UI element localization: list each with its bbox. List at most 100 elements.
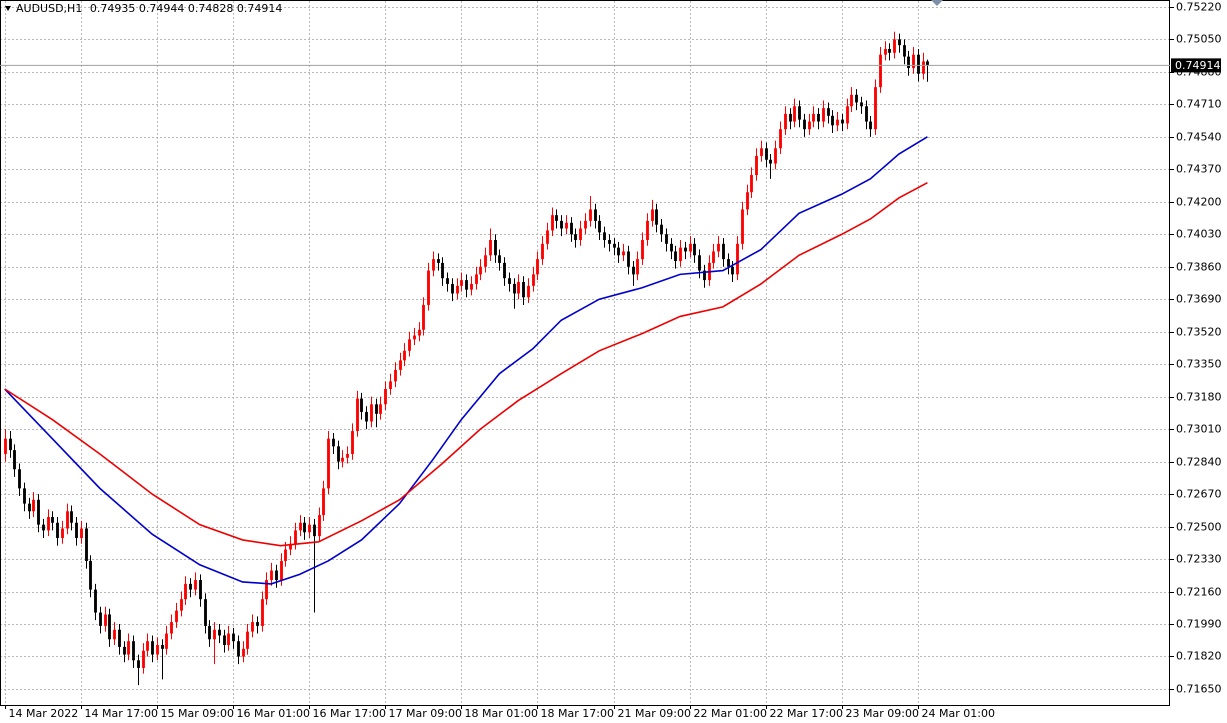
candle-body: [451, 283, 454, 294]
candle-body: [161, 645, 164, 649]
plot: [4, 31, 929, 686]
y-tick-label: 0.71990: [1176, 618, 1222, 631]
candle-body: [855, 94, 858, 103]
y-tick-label: 0.73860: [1176, 261, 1222, 274]
candle-body: [218, 629, 221, 636]
x-tick-label: 21 Mar 09:00: [618, 707, 691, 720]
candle-body: [146, 641, 149, 651]
x-tick-label: 15 Mar 09:00: [161, 707, 234, 720]
candle-body: [346, 453, 349, 458]
x-tick-label: 16 Mar 17:00: [313, 707, 386, 720]
candle-body: [251, 622, 254, 632]
candle-body: [689, 243, 692, 252]
candle-body: [527, 285, 530, 298]
candle-body: [617, 247, 620, 256]
candle-body: [803, 119, 806, 130]
candle-body: [89, 560, 92, 590]
candle-body: [603, 232, 606, 240]
candle-body: [184, 583, 187, 600]
candle-body: [912, 54, 915, 69]
y-tick-label: 0.73180: [1176, 391, 1222, 404]
candle-body: [665, 234, 668, 244]
candle-body: [812, 113, 815, 122]
x-tick-label: 17 Mar 09:00: [389, 707, 462, 720]
candle-body: [213, 629, 216, 640]
candle-body: [651, 209, 654, 221]
candle-body: [850, 94, 853, 107]
candle-body: [641, 239, 644, 260]
candle-body: [456, 285, 459, 294]
moving-average: [4, 136, 928, 585]
candle-body: [403, 350, 406, 361]
candle-body: [32, 499, 35, 512]
header-high: 0.74944: [139, 2, 185, 15]
candle-body: [94, 589, 97, 613]
candle-body: [679, 247, 682, 262]
candle-body: [284, 549, 287, 561]
candle-body: [789, 113, 792, 122]
candle-body: [869, 121, 872, 130]
candle-body: [831, 115, 834, 126]
candle-body: [384, 389, 387, 405]
y-tick-label: 0.72670: [1176, 488, 1222, 501]
candle-body: [784, 113, 787, 130]
candle-body: [489, 239, 492, 256]
candle-body: [760, 148, 763, 156]
candle-body: [655, 209, 658, 225]
candle-body: [717, 243, 720, 252]
candle-body: [517, 282, 520, 294]
x-tick-label: 14 Mar 17:00: [85, 707, 158, 720]
y-tick-label: 0.74540: [1176, 131, 1222, 144]
candle-body: [318, 515, 321, 537]
candle-body: [879, 54, 882, 88]
candle-body: [99, 612, 102, 626]
candle-body: [180, 599, 183, 611]
candle-body: [66, 511, 69, 529]
y-tick-label: 0.74200: [1176, 196, 1222, 209]
candle-body: [118, 629, 121, 647]
candle-body: [356, 398, 359, 432]
candle-body: [351, 431, 354, 454]
x-tick-label: 23 Mar 09:00: [846, 707, 919, 720]
y-tick-label: 0.73350: [1176, 358, 1222, 371]
candle-body: [755, 155, 758, 176]
candle-body: [446, 278, 449, 284]
y-tick-label: 0.74030: [1176, 228, 1222, 241]
candle-body: [608, 239, 611, 244]
candle-body: [479, 266, 482, 275]
y-tick-label: 0.74710: [1176, 98, 1222, 111]
candle-body: [156, 645, 159, 655]
candle-body: [779, 129, 782, 149]
candle-body: [208, 625, 211, 640]
symbol: AUDUSD,H1: [16, 2, 82, 15]
candle-body: [598, 220, 601, 233]
candle-body: [23, 488, 26, 504]
candle-body: [9, 438, 12, 451]
candle-body: [522, 282, 525, 298]
candle-body: [627, 251, 630, 267]
x-tick-label: 18 Mar 01:00: [465, 707, 538, 720]
candle-body: [922, 61, 925, 74]
candle-body: [280, 560, 283, 581]
candle-body: [322, 488, 325, 516]
price-label: 0.74914: [1175, 59, 1221, 72]
y-tick-label: 0.71650: [1176, 683, 1222, 696]
candle-body: [793, 106, 796, 122]
x-tick-label: 24 Mar 01:00: [922, 707, 995, 720]
candle-body: [204, 599, 207, 626]
candle-body: [337, 446, 340, 462]
candle-body: [4, 438, 7, 454]
candle-body: [498, 255, 501, 263]
candle-body: [175, 610, 178, 623]
candle-body: [265, 580, 268, 600]
header-close: 0.74914: [237, 2, 283, 15]
candle-body: [189, 583, 192, 590]
candle-body: [379, 404, 382, 414]
candle-body: [646, 220, 649, 240]
candle-body: [674, 251, 677, 262]
candle-body: [399, 360, 402, 370]
candle-body: [256, 622, 259, 626]
candle-body: [365, 411, 368, 422]
candle-body: [541, 243, 544, 260]
